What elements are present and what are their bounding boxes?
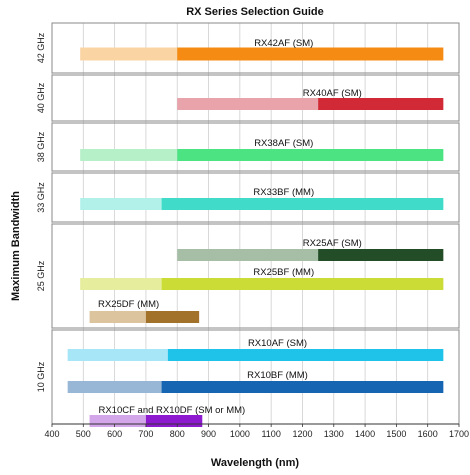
x-tick-label: 1100 <box>261 429 280 439</box>
chart-title: RX Series Selection Guide <box>186 6 324 18</box>
x-tick-label: 800 <box>170 429 185 439</box>
x-tick-label: 500 <box>76 429 91 439</box>
bar-segment <box>89 415 146 427</box>
bar-label: RX10AF (SM) <box>248 338 307 349</box>
bar-segment <box>177 98 319 110</box>
y-axis-title: Maximum Bandwidth <box>10 191 22 301</box>
group-frames: 42 GHz 40 GHz 38 GHz 33 GHz 25 GHz 10 GHz <box>36 22 460 425</box>
x-tick-label: 600 <box>107 429 122 439</box>
bar-label: RX25DF (MM) <box>98 299 159 310</box>
bar-segment <box>80 47 178 61</box>
bar-segment <box>161 381 444 393</box>
bar-segment <box>318 98 444 110</box>
group-label: 42 GHz <box>36 32 46 63</box>
bar-segment <box>177 47 444 61</box>
group-label: 25 GHz <box>36 260 46 291</box>
group-label: 38 GHz <box>36 131 46 162</box>
x-tick-label: 900 <box>201 429 216 439</box>
bar-segment <box>67 349 168 361</box>
x-tick-label: 400 <box>44 429 59 439</box>
bar-label: RX33BF (MM) <box>253 187 314 198</box>
group-label: 10 GHz <box>36 361 46 392</box>
bar-label: RX25AF (SM) <box>303 238 362 249</box>
bar-label: RX10BF (MM) <box>247 370 308 381</box>
bar-label: RX25BF (MM) <box>253 267 314 278</box>
bar-segment <box>161 198 444 210</box>
bar-segment <box>80 278 162 290</box>
bar-segment <box>89 311 146 323</box>
bar-segment <box>80 149 178 161</box>
group-label: 40 GHz <box>36 82 46 113</box>
bar-segment <box>80 198 162 210</box>
group-frame <box>51 223 460 329</box>
bar-segment <box>167 349 444 361</box>
bar-label: RX42AF (SM) <box>254 38 313 49</box>
bar-label: RX38AF (SM) <box>254 138 313 149</box>
bar-label: RX40AF (SM) <box>303 88 362 99</box>
bar-segment <box>67 381 162 393</box>
group-frame <box>51 22 460 74</box>
group-frame <box>51 74 460 122</box>
bar-label: RX10CF and RX10DF (SM or MM) <box>98 405 245 416</box>
bar-segment <box>145 415 203 427</box>
bar-segment <box>161 278 444 290</box>
x-axis: 400 500 600 700 800 900 1000 1100 1200 1300 1400 15… <box>44 423 469 439</box>
bar-segment <box>318 249 444 261</box>
x-tick-label: 1200 <box>292 429 312 439</box>
bar-segment <box>177 249 319 261</box>
group-label: 33 GHz <box>36 182 46 213</box>
x-tick-label: 1600 <box>418 429 438 439</box>
x-tick-label: 1500 <box>386 429 406 439</box>
x-tick-label: 1300 <box>324 429 344 439</box>
group-frame <box>51 122 460 172</box>
x-tick-label: 700 <box>138 429 153 439</box>
x-tick-label: 1700 <box>449 429 469 439</box>
bars: RX42AF (SM) RX40AF (SM) RX38AF (SM) RX33BF … <box>67 38 444 427</box>
bar-segment <box>177 149 444 161</box>
bar-segment <box>145 311 200 323</box>
group-frame <box>51 172 460 223</box>
x-tick-label: 1400 <box>355 429 375 439</box>
x-axis-title: Wavelength (nm) <box>211 457 300 469</box>
x-tick-label: 1000 <box>230 429 250 439</box>
